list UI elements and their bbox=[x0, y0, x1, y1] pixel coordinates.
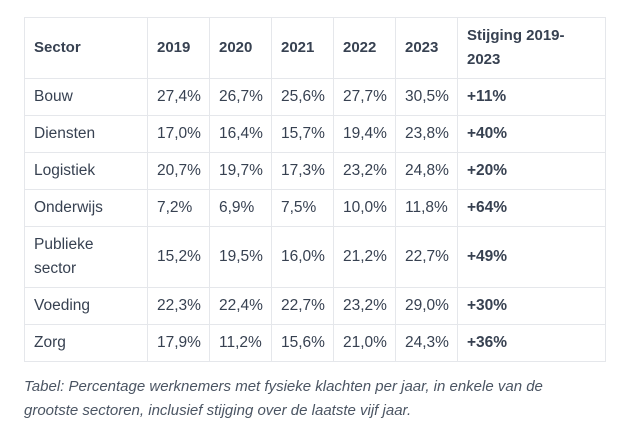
cell-value: 17,9% bbox=[147, 324, 210, 362]
cell-value: 16,0% bbox=[271, 226, 334, 288]
table-row: Voeding 22,3% 22,4% 22,7% 23,2% 29,0% +3… bbox=[24, 287, 606, 325]
cell-value: 15,2% bbox=[147, 226, 210, 288]
cell-value: 24,3% bbox=[395, 324, 458, 362]
header-change: Stijging 2019-2023 bbox=[457, 17, 606, 79]
cell-change: +11% bbox=[457, 78, 606, 116]
cell-value: 29,0% bbox=[395, 287, 458, 325]
header-2023: 2023 bbox=[395, 17, 458, 79]
table-row: Zorg 17,9% 11,2% 15,6% 21,0% 24,3% +36% bbox=[24, 324, 606, 362]
table-row: Diensten 17,0% 16,4% 15,7% 19,4% 23,8% +… bbox=[24, 115, 606, 153]
table-row: Bouw 27,4% 26,7% 25,6% 27,7% 30,5% +11% bbox=[24, 78, 606, 116]
cell-value: 21,0% bbox=[333, 324, 396, 362]
cell-change: +40% bbox=[457, 115, 606, 153]
cell-value: 17,0% bbox=[147, 115, 210, 153]
cell-value: 26,7% bbox=[209, 78, 272, 116]
cell-value: 7,5% bbox=[271, 189, 334, 227]
cell-value: 22,3% bbox=[147, 287, 210, 325]
cell-value: 22,7% bbox=[271, 287, 334, 325]
table-row: Publieke sector 15,2% 19,5% 16,0% 21,2% … bbox=[24, 226, 606, 288]
cell-value: 6,9% bbox=[209, 189, 272, 227]
header-2021: 2021 bbox=[271, 17, 334, 79]
cell-sector: Bouw bbox=[24, 78, 148, 116]
cell-value: 19,4% bbox=[333, 115, 396, 153]
table-caption: Tabel: Percentage werknemers met fysieke… bbox=[24, 378, 543, 419]
cell-change: +20% bbox=[457, 152, 606, 190]
cell-value: 21,2% bbox=[333, 226, 396, 288]
cell-sector: Publieke sector bbox=[24, 226, 148, 288]
cell-sector: Onderwijs bbox=[24, 189, 148, 227]
cell-value: 23,2% bbox=[333, 152, 396, 190]
table-row: Logistiek 20,7% 19,7% 17,3% 23,2% 24,8% … bbox=[24, 152, 606, 190]
cell-change: +49% bbox=[457, 226, 606, 288]
table-row: Onderwijs 7,2% 6,9% 7,5% 10,0% 11,8% +64… bbox=[24, 189, 606, 227]
cell-value: 23,2% bbox=[333, 287, 396, 325]
cell-value: 15,7% bbox=[271, 115, 334, 153]
cell-value: 19,7% bbox=[209, 152, 272, 190]
cell-value: 27,4% bbox=[147, 78, 210, 116]
cell-value: 11,8% bbox=[395, 189, 458, 227]
header-2019: 2019 bbox=[147, 17, 210, 79]
table-header-row: Sector 2019 2020 2021 2022 2023 Stijging… bbox=[24, 17, 606, 79]
cell-value: 22,4% bbox=[209, 287, 272, 325]
cell-value: 30,5% bbox=[395, 78, 458, 116]
cell-sector: Diensten bbox=[24, 115, 148, 153]
cell-value: 19,5% bbox=[209, 226, 272, 288]
cell-value: 17,3% bbox=[271, 152, 334, 190]
cell-change: +30% bbox=[457, 287, 606, 325]
header-2020: 2020 bbox=[209, 17, 272, 79]
cell-sector: Zorg bbox=[24, 324, 148, 362]
cell-value: 7,2% bbox=[147, 189, 210, 227]
cell-change: +64% bbox=[457, 189, 606, 227]
cell-value: 24,8% bbox=[395, 152, 458, 190]
header-sector: Sector bbox=[24, 17, 148, 79]
cell-value: 27,7% bbox=[333, 78, 396, 116]
cell-sector: Voeding bbox=[24, 287, 148, 325]
cell-sector: Logistiek bbox=[24, 152, 148, 190]
cell-value: 15,6% bbox=[271, 324, 334, 362]
header-2022: 2022 bbox=[333, 17, 396, 79]
cell-value: 23,8% bbox=[395, 115, 458, 153]
cell-value: 20,7% bbox=[147, 152, 210, 190]
cell-value: 22,7% bbox=[395, 226, 458, 288]
data-table-container: Sector 2019 2020 2021 2022 2023 Stijging… bbox=[24, 17, 606, 362]
cell-value: 25,6% bbox=[271, 78, 334, 116]
cell-value: 16,4% bbox=[209, 115, 272, 153]
cell-change: +36% bbox=[457, 324, 606, 362]
data-table: Sector 2019 2020 2021 2022 2023 Stijging… bbox=[24, 17, 606, 362]
cell-value: 11,2% bbox=[209, 324, 272, 362]
cell-value: 10,0% bbox=[333, 189, 396, 227]
